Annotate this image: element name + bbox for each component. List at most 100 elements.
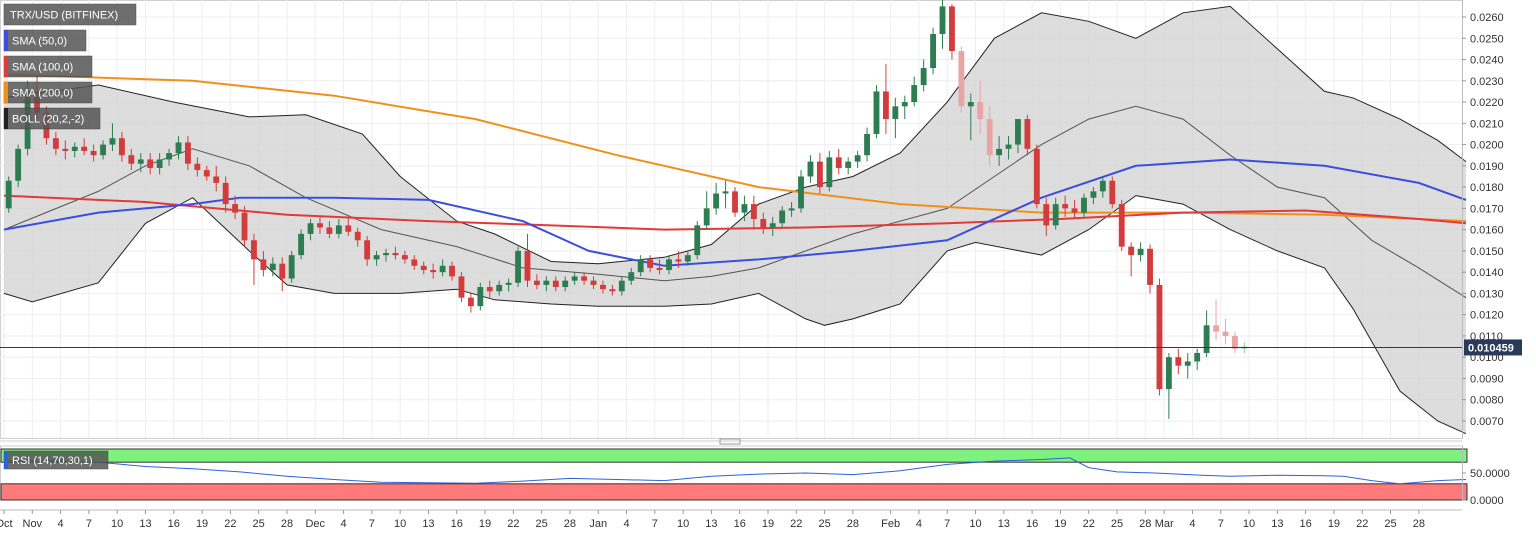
candle — [156, 153, 163, 175]
candle — [873, 85, 880, 139]
candle-body — [807, 161, 814, 177]
candle-body — [109, 138, 116, 145]
candle-body — [816, 161, 823, 188]
candle — [637, 255, 644, 277]
time-tick-label: 16 — [1300, 518, 1312, 530]
candle-body — [326, 227, 333, 234]
candle-body — [430, 270, 437, 273]
price-tick-label: 0.0090 — [1470, 373, 1504, 385]
candle — [496, 280, 503, 296]
candle — [439, 259, 446, 277]
candle — [1005, 136, 1012, 160]
price-tick-label: 0.0160 — [1470, 225, 1504, 237]
candle — [930, 27, 937, 75]
rsi-oversold-zone — [0, 483, 1468, 501]
candle — [647, 255, 654, 273]
candle — [722, 180, 729, 209]
rsi-tick-label: 50.0000 — [1470, 468, 1510, 480]
candle — [1231, 331, 1238, 353]
candle — [326, 221, 333, 239]
time-tick-label: 25 — [818, 518, 830, 530]
price-tick-label: 0.0190 — [1470, 161, 1504, 173]
candle-body — [222, 182, 229, 205]
time-tick-label: 10 — [1243, 518, 1255, 530]
legend: TRX/USD (BITFINEX) SMA (50,0) SMA (100,0… — [3, 3, 137, 130]
candle — [486, 280, 493, 298]
candle-body — [147, 159, 154, 168]
time-tick-label: 22 — [1083, 518, 1095, 530]
candle — [1147, 244, 1153, 294]
candle-body — [307, 223, 314, 234]
candle — [71, 142, 78, 158]
candle-body — [194, 163, 201, 171]
candle-body — [1194, 352, 1201, 362]
time-axis[interactable]: Oct Nov 4 7 10 13 16 19 22 25 28 Dec 4 7 10 13 16 19 22 25 2… — [0, 509, 1462, 530]
candle-body — [467, 297, 474, 307]
candle-body — [1062, 204, 1069, 209]
price-tick-label: 0.0170 — [1470, 203, 1504, 215]
sma100-line — [3, 194, 1467, 231]
candle — [854, 150, 861, 168]
legend-pair-label: TRX/USD (BITFINEX) — [10, 10, 118, 22]
candle — [279, 257, 286, 292]
candle-body — [675, 259, 682, 262]
candle-body — [977, 102, 984, 120]
candle-body — [1118, 204, 1125, 247]
candle — [562, 276, 569, 292]
candle-body — [562, 280, 569, 288]
candle — [260, 250, 267, 277]
candle-body — [1081, 197, 1087, 213]
candle-body — [864, 133, 870, 156]
time-tick-label: Nov — [23, 518, 43, 530]
candle — [732, 187, 738, 217]
legend-sma200[interactable]: SMA (200,0) — [3, 81, 93, 104]
legend-boll[interactable]: BOLL (20,2,-2) — [3, 107, 101, 130]
price-tick-label: 0.0080 — [1470, 395, 1504, 407]
candle — [52, 131, 59, 156]
boll-band-fill — [4, 6, 1466, 434]
candle-body — [1137, 248, 1144, 256]
candle-body — [317, 223, 323, 228]
candle — [524, 233, 531, 288]
candle-body — [185, 142, 191, 164]
candle-body — [241, 212, 248, 241]
price-tick-label: 0.0240 — [1470, 55, 1504, 67]
candle — [288, 250, 295, 283]
candle-body — [958, 51, 965, 107]
candle — [1137, 242, 1144, 262]
candle-body — [949, 6, 955, 52]
price-tick-label: 0.0260 — [1470, 12, 1504, 24]
candle-body — [251, 240, 257, 260]
price-tick-label: 0.0070 — [1470, 416, 1504, 428]
candle-body — [1109, 180, 1116, 205]
candle — [232, 195, 239, 219]
candle — [864, 127, 870, 162]
candle-body — [901, 102, 908, 107]
candle — [1043, 197, 1050, 237]
candle — [1128, 242, 1135, 277]
candle-body — [656, 267, 663, 271]
candle-body — [703, 208, 710, 226]
candle-body — [1033, 148, 1040, 205]
candle — [1033, 144, 1040, 209]
candle-body — [401, 255, 408, 260]
candle — [703, 191, 710, 230]
rsi-tick-label: 0.0000 — [1470, 495, 1504, 507]
candle-body — [345, 225, 352, 232]
price-axis[interactable]: 0.0260 0.0250 0.0240 0.0230 0.0220 0.0210 0.02… — [1462, 0, 1522, 438]
candle — [816, 153, 823, 194]
time-tick-label: Oct — [0, 518, 13, 530]
pane-resize-handle — [719, 438, 741, 445]
candle-body — [477, 287, 484, 307]
candle-body — [647, 259, 654, 268]
time-tick-label: 4 — [623, 518, 629, 530]
candle — [430, 263, 437, 279]
candle-body — [62, 148, 69, 151]
legend-pair[interactable]: TRX/USD (BITFINEX) — [3, 3, 137, 26]
legend-sma50[interactable]: SMA (50,0) — [3, 29, 87, 52]
time-tick-label: Jan — [589, 518, 607, 530]
legend-sma100[interactable]: SMA (100,0) — [3, 55, 93, 78]
price-tick-label: 0.0250 — [1470, 33, 1504, 45]
time-tick-label: 16 — [1026, 518, 1038, 530]
